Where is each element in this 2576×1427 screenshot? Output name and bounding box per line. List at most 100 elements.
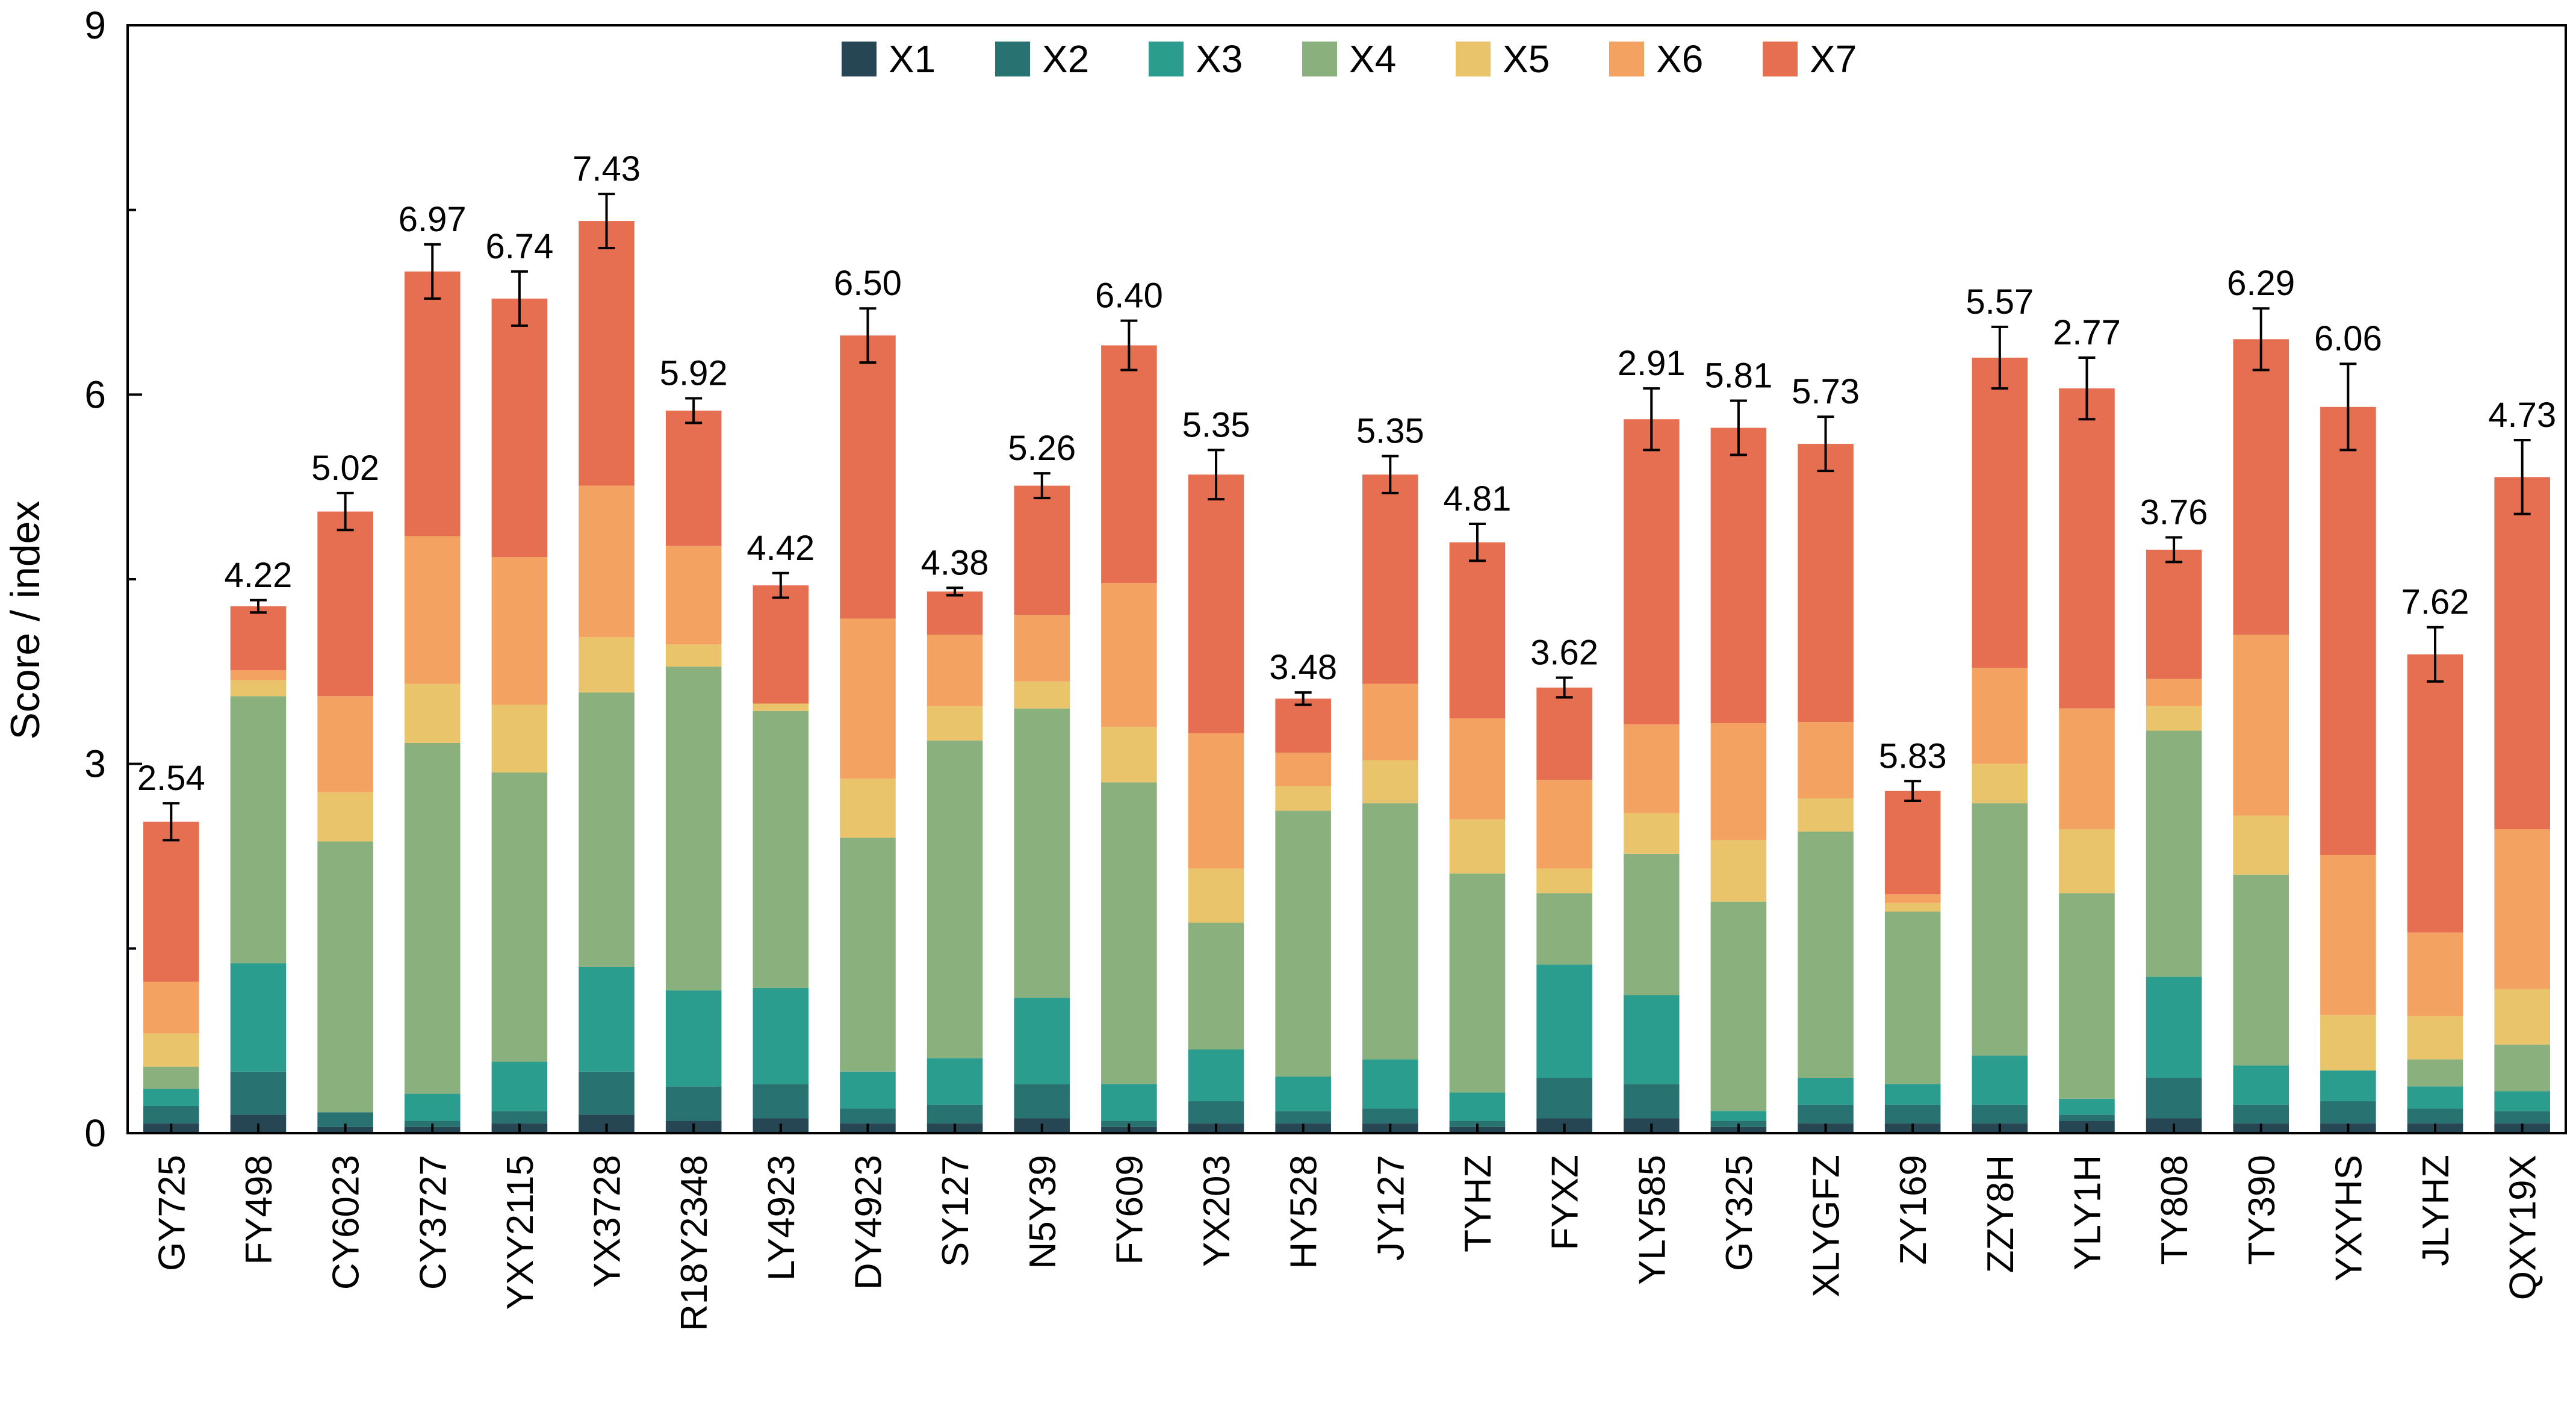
data-label: 4.22 bbox=[225, 556, 293, 595]
bar-segment-x7-jy127 bbox=[1362, 474, 1418, 684]
bar-segment-x4-n5y39 bbox=[1014, 708, 1070, 998]
data-label: 5.81 bbox=[1704, 356, 1772, 396]
bar-segment-x6-yly1h bbox=[2059, 708, 2115, 830]
bar-segment-x6-jlyhz bbox=[2407, 932, 2463, 1016]
bar-segment-x2-xlygfz bbox=[1798, 1104, 1854, 1124]
bar-segment-x4-cy6023 bbox=[317, 841, 373, 1113]
data-label: 2.77 bbox=[2053, 313, 2121, 352]
x-tick-label-qxy19x: QXY19X bbox=[2503, 1155, 2544, 1300]
data-label: 6.06 bbox=[2314, 319, 2382, 358]
bar-segment-x7-fyxz bbox=[1536, 687, 1592, 780]
bar-segment-x7-yx3728 bbox=[579, 221, 635, 486]
bar-segment-x4-sy127 bbox=[926, 740, 983, 1059]
x-tick-label-ty390: TY390 bbox=[2241, 1155, 2283, 1265]
bar-segment-x4-gy725 bbox=[143, 1066, 199, 1089]
data-label: 5.35 bbox=[1182, 405, 1250, 444]
bar-segment-x5-tyhz bbox=[1449, 819, 1506, 874]
bar-segment-x6-yx3728 bbox=[579, 485, 635, 638]
legend-label-x7: X7 bbox=[1810, 37, 1857, 81]
bar-segment-x3-fy498 bbox=[230, 963, 287, 1072]
data-label: 5.92 bbox=[660, 353, 728, 393]
bar-segment-x7-xlygfz bbox=[1798, 444, 1854, 723]
x-tick-label-jy127: JY127 bbox=[1370, 1155, 1412, 1261]
bar-segment-x2-yxy2115 bbox=[491, 1111, 548, 1124]
x-tick-label-tyhz: TYHZ bbox=[1457, 1155, 1499, 1252]
bar-segment-x3-hy528 bbox=[1275, 1076, 1331, 1111]
x-tick-label-r18y2348: R18Y2348 bbox=[674, 1155, 715, 1331]
bar-segment-x5-zzy8h bbox=[1972, 763, 2028, 804]
bar-segment-x2-ty390 bbox=[2233, 1104, 2289, 1124]
bar-segment-x4-ty390 bbox=[2233, 874, 2289, 1066]
bar-segment-x2-r18y2348 bbox=[665, 1086, 722, 1121]
bar-segment-x2-yly585 bbox=[1623, 1084, 1680, 1119]
x-tick-label-sy127: SY127 bbox=[935, 1155, 976, 1267]
bar-segment-x7-zy169 bbox=[1884, 791, 1941, 895]
x-tick-label-fy498: FY498 bbox=[238, 1155, 280, 1265]
bar-segment-x3-gy725 bbox=[143, 1089, 199, 1107]
bar-segment-x5-dy4923 bbox=[840, 779, 896, 838]
bar-segment-x4-jy127 bbox=[1362, 803, 1418, 1060]
data-label: 5.57 bbox=[1966, 282, 2034, 322]
bar-segment-x6-gy325 bbox=[1710, 723, 1767, 841]
y-axis-title: Score / index bbox=[2, 501, 48, 740]
bar-segment-x7-cy3727 bbox=[404, 271, 461, 536]
data-label: 4.42 bbox=[746, 529, 815, 568]
bar-segment-x7-ty390 bbox=[2233, 339, 2289, 635]
bar-segment-x7-hy528 bbox=[1275, 698, 1331, 753]
bar-segment-x5-ty808 bbox=[2146, 706, 2202, 731]
bar-segment-x2-ly4923 bbox=[753, 1084, 809, 1119]
bar-segment-x5-hy528 bbox=[1275, 786, 1331, 811]
bar-segment-x4-ty808 bbox=[2146, 730, 2202, 977]
bar-segment-x5-fy609 bbox=[1101, 727, 1157, 783]
bar-segment-x2-sy127 bbox=[926, 1104, 983, 1124]
bar-segment-x7-ly4923 bbox=[753, 585, 809, 704]
bar-segment-x7-yxyhs bbox=[2320, 406, 2376, 855]
data-label: 3.62 bbox=[1530, 633, 1598, 673]
data-label: 6.74 bbox=[485, 227, 553, 266]
legend-swatch-x7 bbox=[1763, 42, 1798, 76]
bar-segment-x5-fy498 bbox=[230, 680, 287, 697]
bar-segment-x7-gy325 bbox=[1710, 427, 1767, 724]
data-label: 6.40 bbox=[1095, 276, 1163, 316]
bar-segment-x6-dy4923 bbox=[840, 618, 896, 779]
bar-segment-x2-jy127 bbox=[1362, 1108, 1418, 1124]
bar-segment-x6-zy169 bbox=[1884, 894, 1941, 903]
y-axis: 0 3 6 9 bbox=[84, 4, 142, 1155]
bar-segment-x2-hy528 bbox=[1275, 1111, 1331, 1124]
legend-swatch-x3 bbox=[1149, 42, 1184, 76]
bar-segment-x2-ty808 bbox=[2146, 1078, 2202, 1119]
bar-segment-x6-qxy19x bbox=[2494, 829, 2550, 989]
bar-segment-x3-xlygfz bbox=[1798, 1078, 1854, 1105]
data-label: 3.48 bbox=[1269, 648, 1337, 687]
legend-label-x4: X4 bbox=[1349, 37, 1396, 81]
x-tick-label-yly1h: YLY1H bbox=[2067, 1155, 2108, 1270]
bar-segment-x6-gy725 bbox=[143, 981, 199, 1034]
bar-segment-x5-yx203 bbox=[1188, 868, 1244, 923]
bar-segment-x7-yly585 bbox=[1623, 419, 1680, 725]
bar-segment-x7-fy609 bbox=[1101, 345, 1157, 583]
bar-segment-x2-n5y39 bbox=[1014, 1084, 1070, 1119]
bar-segment-x7-r18y2348 bbox=[665, 410, 722, 546]
bar-segment-x2-yx203 bbox=[1188, 1101, 1244, 1124]
bar-segment-x4-yx3728 bbox=[579, 692, 635, 967]
bar-segment-x2-gy725 bbox=[143, 1106, 199, 1124]
x-tick-label-fyxz: FYXZ bbox=[1545, 1155, 1586, 1250]
bar-segment-x3-dy4923 bbox=[840, 1071, 896, 1109]
bar-segment-x5-yly1h bbox=[2059, 829, 2115, 894]
bar-segment-x3-jlyhz bbox=[2407, 1086, 2463, 1109]
x-tick-label-yx3728: YX3728 bbox=[587, 1155, 628, 1288]
bar-segment-x4-dy4923 bbox=[840, 838, 896, 1072]
bar-segment-x7-fy498 bbox=[230, 606, 287, 671]
x-tick-label-yx203: YX203 bbox=[1196, 1155, 1238, 1267]
legend-swatch-x6 bbox=[1609, 42, 1644, 76]
x-tick-label-hy528: HY528 bbox=[1283, 1155, 1325, 1269]
bar-segment-x6-r18y2348 bbox=[665, 546, 722, 645]
data-label: 5.83 bbox=[1879, 736, 1947, 776]
bar-segment-x5-yxy2115 bbox=[491, 704, 548, 773]
bar-segment-x7-zzy8h bbox=[1972, 358, 2028, 668]
data-label: 3.76 bbox=[2140, 493, 2208, 532]
bar-segment-x6-ty808 bbox=[2146, 679, 2202, 706]
bar-segment-x2-yly1h bbox=[2059, 1115, 2115, 1121]
bar-segment-x7-yx203 bbox=[1188, 474, 1244, 733]
data-label: 2.91 bbox=[1618, 344, 1686, 383]
